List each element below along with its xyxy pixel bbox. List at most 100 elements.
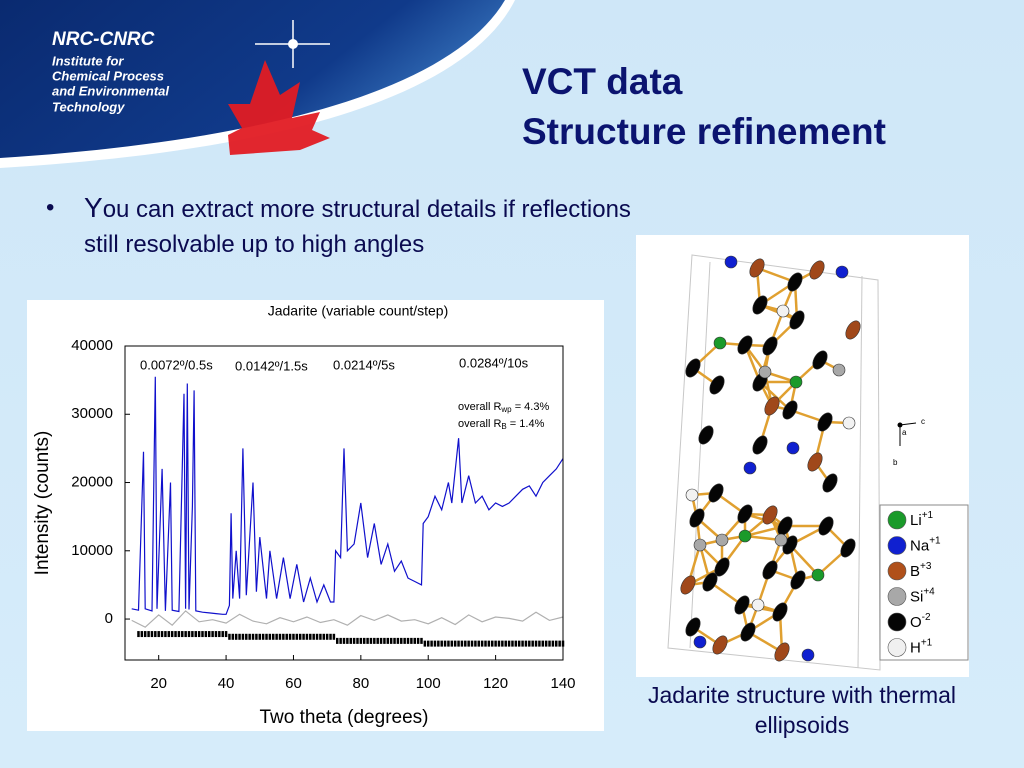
atom — [782, 400, 798, 420]
atom — [724, 255, 738, 269]
legend-label: H+1 — [910, 637, 933, 656]
atom — [789, 375, 803, 389]
difference-line — [131, 610, 564, 628]
y-tick-label: 0 — [105, 610, 113, 627]
slide-title: Structure refinement — [522, 111, 886, 152]
axis-arrow — [899, 422, 917, 426]
bond — [759, 381, 791, 411]
legend-box — [879, 504, 969, 661]
atom — [752, 295, 768, 315]
legend-label: Si+4 — [910, 586, 935, 605]
y-axis-label: Intensity (counts) — [32, 431, 53, 576]
atom — [738, 529, 752, 543]
atom — [845, 320, 861, 340]
x-tick-label: 120 — [483, 675, 508, 692]
annotation: 0.0142º/1.5s — [235, 358, 308, 373]
atom — [751, 598, 765, 612]
bullet-dot: • — [46, 194, 55, 221]
atom — [812, 350, 828, 370]
bond — [789, 544, 819, 576]
y-tick-label: 10000 — [71, 542, 113, 559]
atom — [737, 335, 753, 355]
atom — [713, 336, 727, 350]
atom — [842, 416, 856, 430]
structure — [667, 254, 881, 671]
legend-label: Na+1 — [910, 535, 941, 554]
bond — [709, 580, 743, 607]
legend-element: Si — [910, 588, 923, 605]
annotation: 0.0214º/5s — [333, 357, 395, 372]
legend-swatch — [887, 612, 907, 632]
atom — [762, 505, 778, 525]
legend-charge: +1 — [922, 510, 934, 521]
atom — [817, 412, 833, 432]
legend-element: B — [910, 563, 920, 580]
fit-stat-sub: wp — [500, 405, 512, 414]
x-tick-label: 60 — [285, 675, 302, 692]
atom — [811, 568, 825, 582]
axis-name: a — [902, 428, 907, 437]
atom — [840, 538, 856, 558]
legend-charge: +1 — [921, 637, 933, 648]
legend-element: Li — [910, 512, 922, 529]
legend-label: Li+1 — [910, 510, 934, 529]
x-axis-label: Two theta (degrees) — [260, 707, 429, 728]
atom — [689, 508, 705, 528]
atom — [752, 435, 768, 455]
fit-stat: overall Rwp = 4.3% — [458, 401, 549, 414]
axis-name: b — [893, 458, 898, 467]
atom — [685, 488, 699, 502]
atom — [693, 635, 707, 649]
legend-charge: +1 — [929, 535, 941, 546]
y-tick-label: 40000 — [71, 337, 113, 354]
institute-line: Chemical Process — [52, 68, 164, 83]
atom — [774, 533, 788, 547]
x-tick-label: 80 — [353, 675, 370, 692]
atom — [832, 363, 846, 377]
bond — [747, 630, 783, 654]
atom — [734, 595, 750, 615]
annotation: 0.0072º/0.5s — [140, 357, 213, 372]
atom — [698, 425, 714, 445]
legend-swatch — [887, 510, 907, 530]
fit-stat-rest: = 4.3% — [512, 401, 550, 413]
bond — [756, 266, 796, 284]
atom — [749, 258, 765, 278]
bullet-text: You can extract more structural details … — [84, 192, 631, 258]
institute-line: Technology — [52, 99, 125, 114]
slide-title: VCT data — [522, 61, 683, 102]
legend-element: H — [910, 639, 921, 656]
legend-element: O — [910, 614, 922, 631]
legend-swatch — [887, 638, 907, 657]
atom — [787, 272, 803, 292]
atom — [712, 635, 728, 655]
legend-charge: +4 — [923, 586, 935, 597]
legend-swatch — [887, 536, 907, 555]
atom — [774, 642, 790, 662]
legend-swatch — [887, 561, 907, 581]
legend-element: Na — [910, 537, 930, 554]
atom — [762, 560, 778, 580]
atom — [743, 461, 757, 475]
atom — [693, 538, 707, 552]
x-tick-label: 20 — [150, 675, 167, 692]
x-tick-label: 40 — [218, 675, 235, 692]
atom — [818, 516, 834, 536]
legend-charge: -2 — [922, 612, 931, 623]
fit-stat-rest: = 1.4% — [507, 418, 545, 430]
atom — [809, 260, 825, 280]
atom — [789, 310, 805, 330]
axis-name: c — [921, 417, 925, 426]
star-flare — [255, 20, 330, 68]
atom — [772, 602, 788, 622]
atom — [801, 648, 815, 662]
annotation: 0.0284º/10s — [459, 355, 529, 370]
atom — [762, 336, 778, 356]
legend-swatch — [887, 587, 907, 606]
atom — [758, 365, 772, 379]
fit-stat-sub: B — [501, 422, 506, 431]
legend-charge: +3 — [920, 561, 932, 572]
atom — [764, 396, 780, 416]
